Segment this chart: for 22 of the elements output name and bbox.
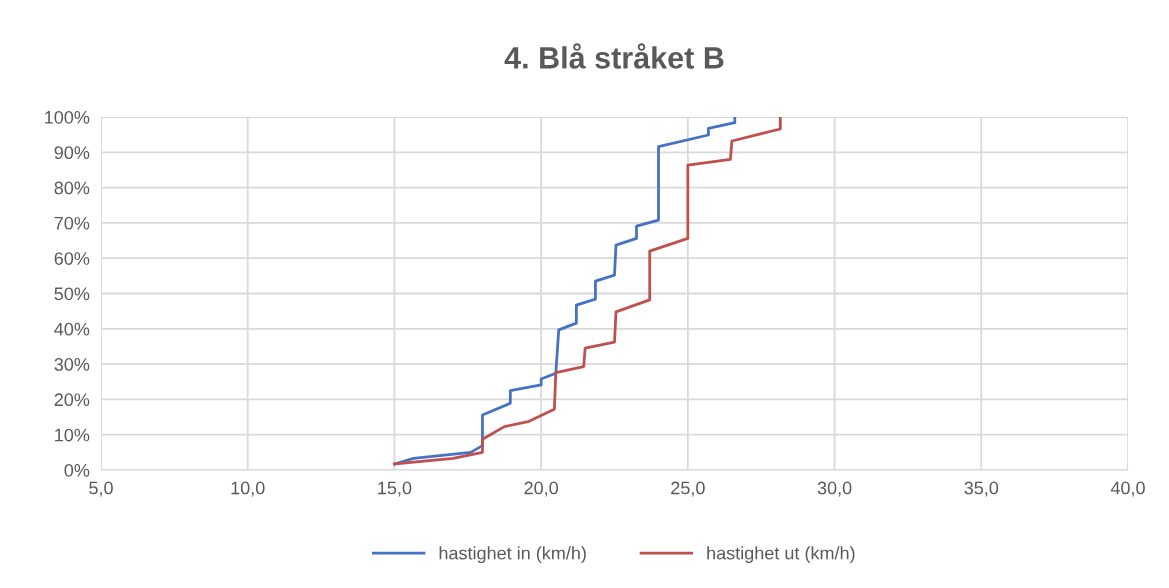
x-tick-label: 10,0 bbox=[231, 481, 265, 497]
y-tick-label: 10% bbox=[55, 428, 90, 442]
y-tick-label: 90% bbox=[54, 146, 90, 160]
x-tick-label: 5,0 bbox=[89, 481, 113, 497]
x-tick-label: 25,0 bbox=[671, 481, 705, 497]
y-tick-label: 50% bbox=[54, 287, 90, 301]
y-tick-label: 60% bbox=[54, 252, 90, 265]
x-tick-label: 30,0 bbox=[817, 481, 852, 497]
chart-title: 4. Blå stråket B bbox=[504, 43, 724, 69]
legend-label: hastighet in (km/h) bbox=[439, 546, 586, 564]
legend-label: hastighet ut (km/h) bbox=[707, 546, 855, 564]
x-tick-label: 15,0 bbox=[378, 481, 412, 497]
y-tick-label: 20% bbox=[54, 393, 90, 407]
y-tick-label: 0% bbox=[64, 463, 90, 477]
y-tick-label: 100% bbox=[45, 110, 90, 124]
x-tick-label: 40,0 bbox=[1110, 481, 1145, 497]
y-tick-label: 30% bbox=[54, 358, 90, 371]
y-tick-label: 80% bbox=[54, 181, 90, 195]
y-tick-label: 70% bbox=[54, 216, 90, 230]
x-tick-label: 20,0 bbox=[524, 481, 559, 497]
x-tick-label: 35,0 bbox=[964, 481, 999, 497]
y-tick-label: 40% bbox=[54, 322, 90, 336]
